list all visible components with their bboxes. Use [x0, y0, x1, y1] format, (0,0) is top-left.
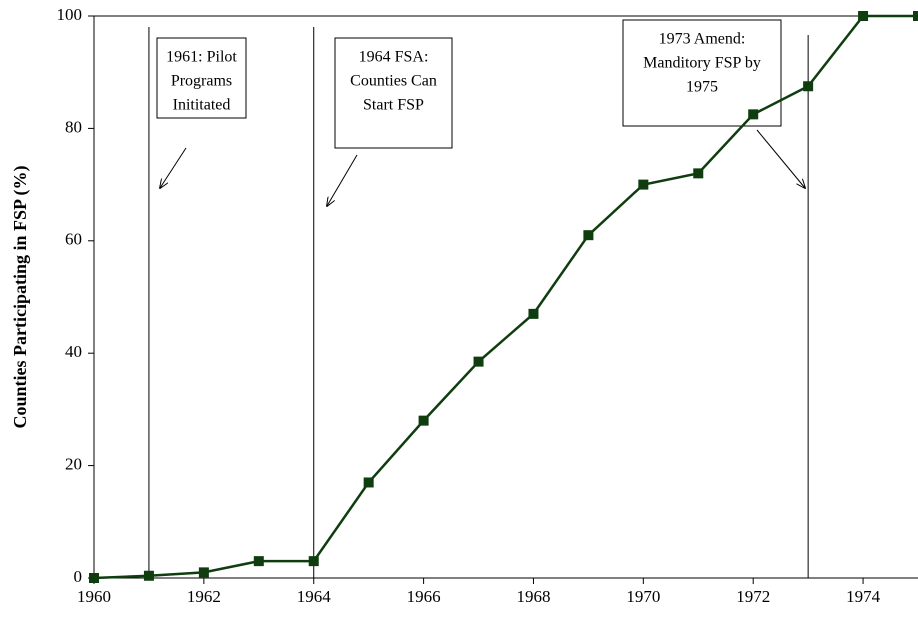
marker [89, 573, 99, 583]
marker [638, 179, 649, 190]
y-tick-label: 40 [65, 342, 82, 361]
x-tick-label: 1974 [846, 587, 881, 606]
marker [473, 356, 484, 367]
annotation-arrow [756, 129, 805, 188]
y-tick-label: 80 [65, 117, 82, 136]
series-line [93, 14, 918, 580]
annotation-box [334, 37, 453, 149]
x-tick-label: 1966 [407, 587, 441, 606]
annotation-text: 1973 Amend: [659, 31, 746, 48]
y-tick-label: 0 [74, 567, 83, 586]
marker [143, 570, 154, 581]
marker [693, 168, 704, 179]
marker [308, 556, 319, 567]
annotation-text: Programs [171, 73, 232, 90]
marker [198, 567, 209, 578]
x-tick-label: 1970 [626, 587, 660, 606]
annotation-box [622, 19, 782, 127]
annotation-text: Counties Can [350, 73, 437, 90]
marker [528, 308, 539, 319]
marker [418, 415, 429, 426]
annotation-text: Inititated [173, 97, 231, 114]
annotation-text: 1975 [686, 79, 718, 96]
y-tick-label: 20 [65, 455, 82, 474]
marker [913, 11, 918, 21]
marker [748, 109, 759, 120]
annotation-text: Manditory FSP by [643, 55, 761, 72]
x-tick-label: 1960 [77, 587, 111, 606]
x-tick-label: 1962 [187, 587, 221, 606]
annotation-text: Start FSP [363, 97, 424, 114]
marker [363, 477, 374, 488]
annotation-arrow [327, 154, 358, 206]
annotation-arrow [160, 147, 187, 188]
annotation-text: 1964 FSA: [359, 49, 429, 66]
x-tick-label: 1968 [516, 587, 550, 606]
y-axis-label: Counties Participating in FSP (%) [10, 165, 31, 428]
marker [858, 11, 869, 21]
x-tick-label: 1972 [736, 587, 770, 606]
marker [803, 81, 814, 92]
y-tick-label: 60 [65, 230, 82, 249]
y-tick-label: 100 [57, 5, 83, 24]
annotation-box [156, 37, 247, 119]
marker [583, 230, 594, 241]
annotation-text: 1961: Pilot [166, 49, 237, 66]
x-tick-label: 1964 [297, 587, 332, 606]
marker [253, 556, 264, 567]
